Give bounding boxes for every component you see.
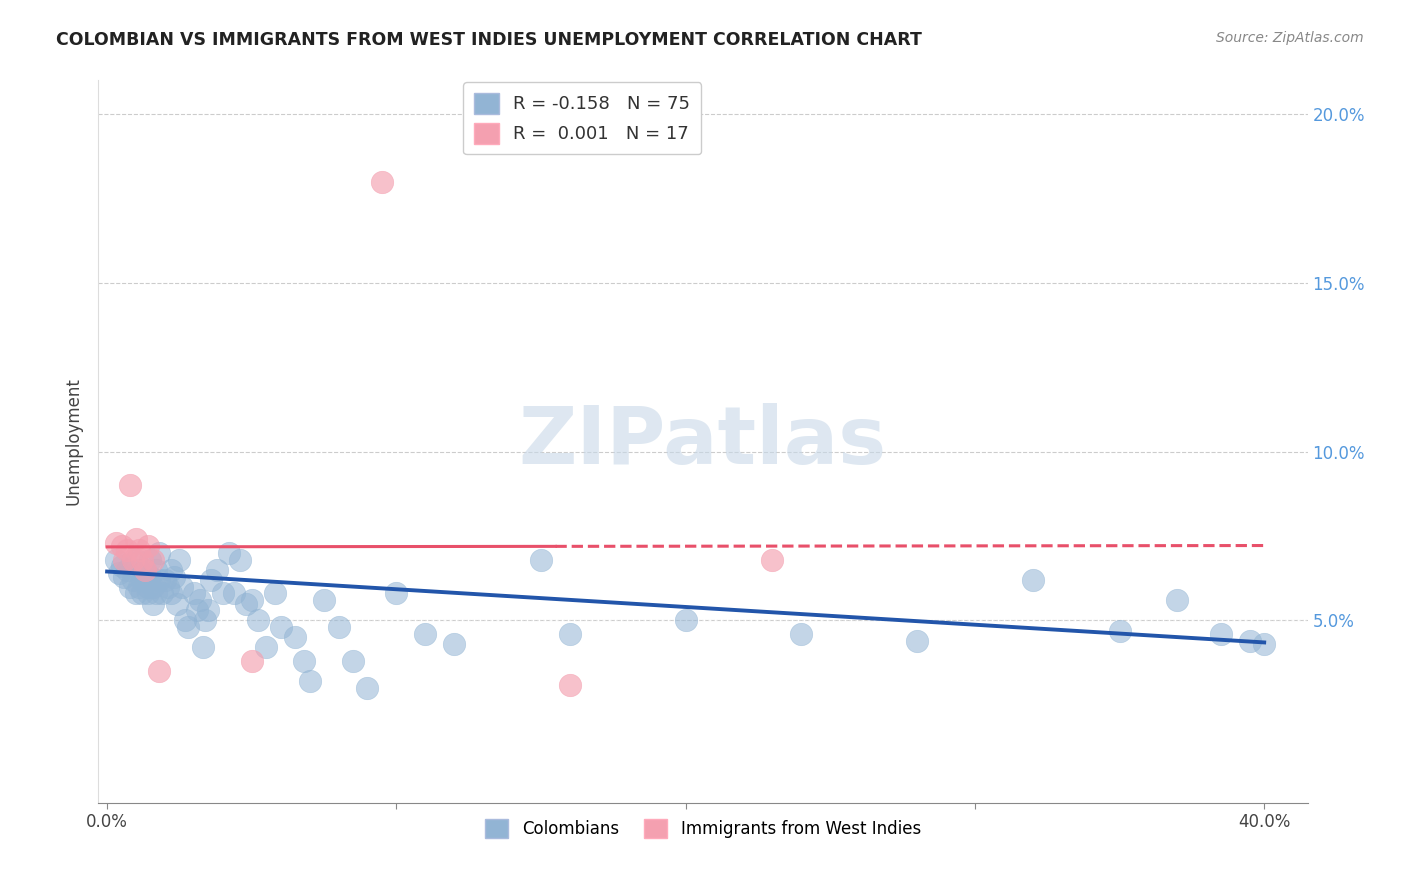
Point xyxy=(122,573,145,587)
Point xyxy=(240,593,263,607)
Point xyxy=(558,678,581,692)
Point xyxy=(1209,627,1232,641)
Point xyxy=(205,563,228,577)
Point xyxy=(371,175,394,189)
Point xyxy=(139,569,162,583)
Point xyxy=(159,563,181,577)
Point xyxy=(905,633,928,648)
Point xyxy=(558,627,581,641)
Point xyxy=(120,478,142,492)
Point xyxy=(177,620,200,634)
Point xyxy=(153,573,176,587)
Point xyxy=(122,552,145,566)
Point xyxy=(194,614,217,628)
Point xyxy=(183,586,205,600)
Point xyxy=(136,580,159,594)
Point xyxy=(131,573,153,587)
Point xyxy=(246,614,269,628)
Point xyxy=(114,552,136,566)
Point xyxy=(128,542,150,557)
Point xyxy=(120,580,142,594)
Point xyxy=(166,597,188,611)
Point xyxy=(172,580,194,594)
Point xyxy=(443,637,465,651)
Y-axis label: Unemployment: Unemployment xyxy=(65,377,83,506)
Point xyxy=(125,586,148,600)
Point xyxy=(117,563,139,577)
Point xyxy=(136,586,159,600)
Point xyxy=(156,580,179,594)
Point xyxy=(211,586,233,600)
Point xyxy=(186,603,208,617)
Point xyxy=(218,546,240,560)
Point xyxy=(761,552,783,566)
Point xyxy=(148,664,170,678)
Point xyxy=(342,654,364,668)
Point xyxy=(292,654,315,668)
Point xyxy=(104,552,127,566)
Point xyxy=(312,593,335,607)
Point xyxy=(110,539,132,553)
Point xyxy=(150,586,173,600)
Point xyxy=(114,569,136,583)
Point xyxy=(284,631,307,645)
Point xyxy=(107,566,129,581)
Point xyxy=(174,614,197,628)
Point xyxy=(191,640,214,655)
Point xyxy=(675,614,697,628)
Point xyxy=(235,597,257,611)
Point xyxy=(413,627,436,641)
Point xyxy=(125,533,148,547)
Point xyxy=(200,573,222,587)
Point xyxy=(104,536,127,550)
Point xyxy=(298,674,321,689)
Text: ZIPatlas: ZIPatlas xyxy=(519,402,887,481)
Point xyxy=(131,552,153,566)
Point xyxy=(264,586,287,600)
Point xyxy=(328,620,350,634)
Point xyxy=(139,552,162,566)
Point xyxy=(356,681,378,695)
Point xyxy=(128,580,150,594)
Point xyxy=(790,627,813,641)
Point xyxy=(136,539,159,553)
Legend: Colombians, Immigrants from West Indies: Colombians, Immigrants from West Indies xyxy=(478,813,928,845)
Point xyxy=(159,586,181,600)
Text: Source: ZipAtlas.com: Source: ZipAtlas.com xyxy=(1216,31,1364,45)
Point xyxy=(142,552,165,566)
Point xyxy=(117,542,139,557)
Point xyxy=(197,603,219,617)
Point xyxy=(110,559,132,574)
Point xyxy=(145,586,167,600)
Point xyxy=(1022,573,1045,587)
Point xyxy=(142,580,165,594)
Point xyxy=(131,586,153,600)
Point xyxy=(128,563,150,577)
Point xyxy=(134,569,156,583)
Point xyxy=(1166,593,1188,607)
Point xyxy=(1108,624,1130,638)
Point xyxy=(254,640,277,655)
Point xyxy=(1253,637,1275,651)
Point xyxy=(145,563,167,577)
Point xyxy=(148,546,170,560)
Point xyxy=(134,563,156,577)
Point xyxy=(148,573,170,587)
Point xyxy=(270,620,292,634)
Point xyxy=(134,563,156,577)
Point xyxy=(188,593,211,607)
Text: COLOMBIAN VS IMMIGRANTS FROM WEST INDIES UNEMPLOYMENT CORRELATION CHART: COLOMBIAN VS IMMIGRANTS FROM WEST INDIES… xyxy=(56,31,922,49)
Point xyxy=(125,552,148,566)
Point xyxy=(1239,633,1261,648)
Point xyxy=(224,586,246,600)
Point xyxy=(169,552,191,566)
Point xyxy=(530,552,553,566)
Point xyxy=(385,586,408,600)
Point xyxy=(162,569,184,583)
Point xyxy=(142,597,165,611)
Point xyxy=(229,552,252,566)
Point xyxy=(240,654,263,668)
